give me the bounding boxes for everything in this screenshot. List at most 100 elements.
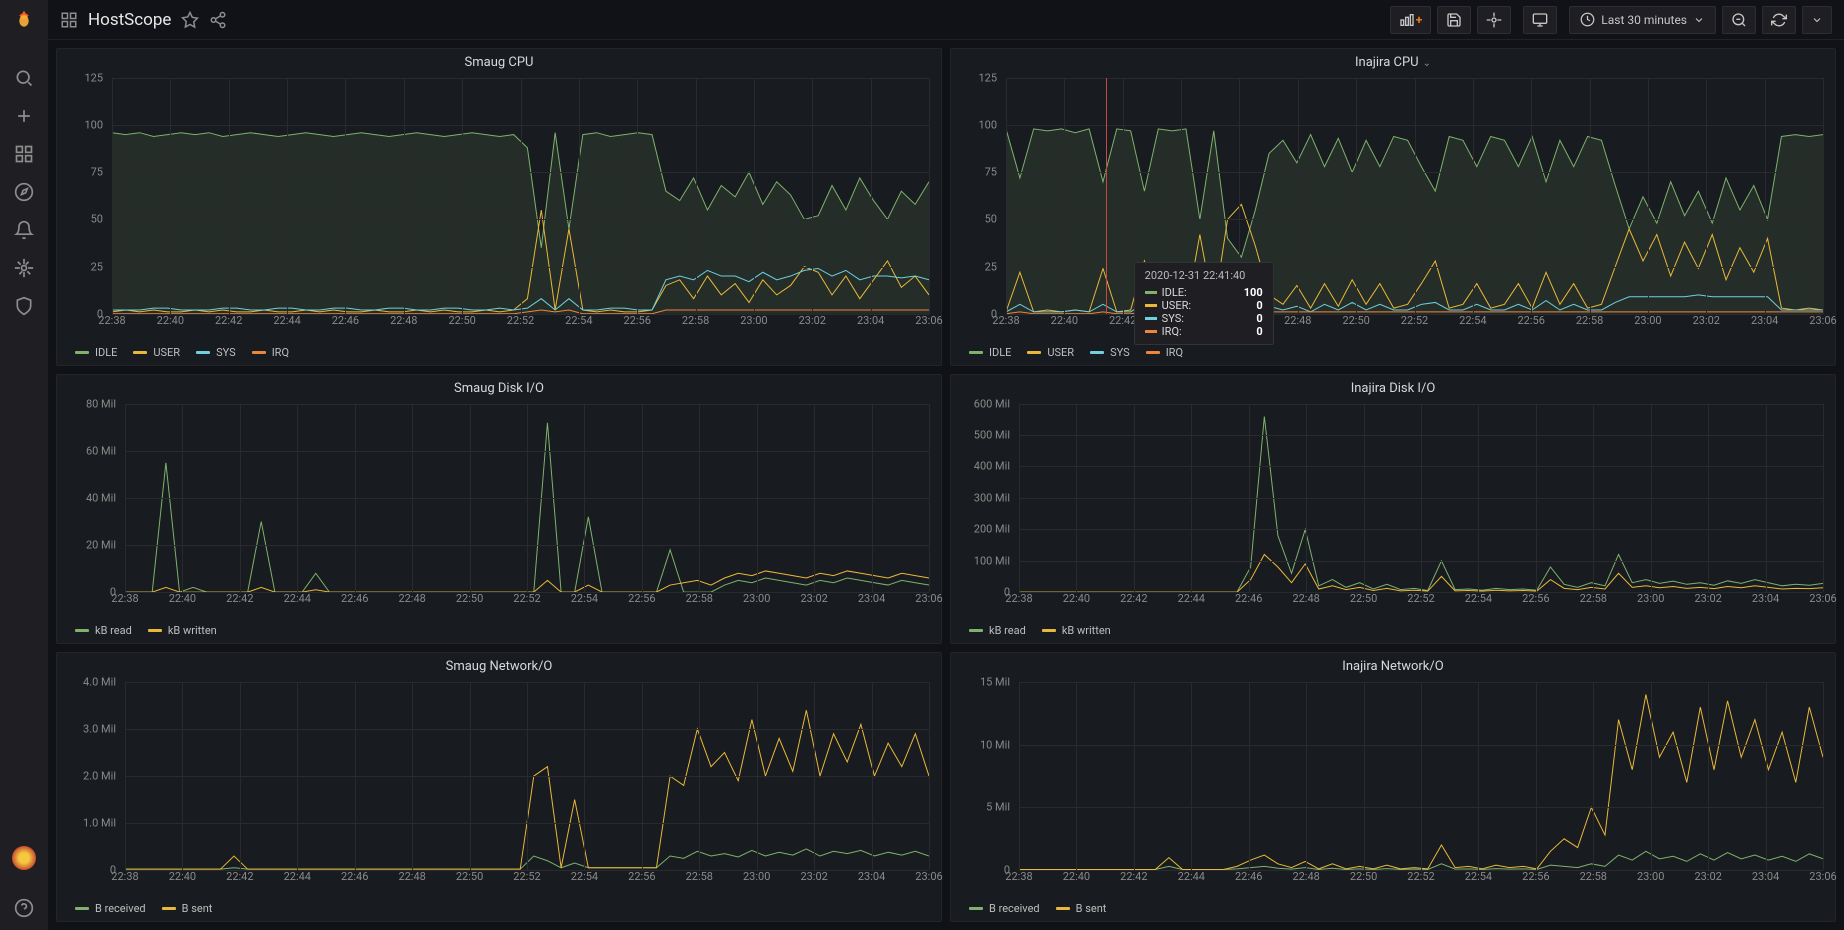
zoom-out-button[interactable] [1722, 6, 1756, 34]
search-icon[interactable] [14, 68, 34, 88]
legend: kB read kB written [57, 620, 941, 643]
legend-swatch [1090, 351, 1104, 354]
alerting-icon[interactable] [14, 220, 34, 240]
dashboards-icon[interactable] [14, 144, 34, 164]
legend-item-user[interactable]: USER [133, 346, 180, 359]
tooltip-row: IDLE:100 [1145, 286, 1263, 299]
y-tick: 25 [985, 260, 997, 273]
chart-area[interactable] [1019, 404, 1823, 592]
y-tick: 5 Mil [986, 801, 1010, 814]
legend-item-b_sent[interactable]: B sent [1056, 902, 1107, 915]
chart-area[interactable] [125, 404, 929, 592]
legend-item-user[interactable]: USER [1027, 346, 1074, 359]
x-tick: 22:58 [682, 314, 709, 327]
x-tick: 22:52 [507, 314, 534, 327]
share-icon[interactable] [209, 11, 227, 29]
x-tick: 22:42 [1109, 314, 1136, 327]
add-panel-button[interactable]: + [1390, 6, 1432, 34]
star-icon[interactable] [181, 11, 199, 29]
refresh-button[interactable] [1762, 6, 1796, 34]
legend-swatch [1056, 907, 1070, 910]
legend-swatch [969, 629, 983, 632]
x-tick: 22:54 [565, 314, 592, 327]
legend-swatch [969, 351, 983, 354]
plus-icon[interactable] [14, 106, 34, 126]
x-tick: 23:00 [740, 314, 767, 327]
save-button[interactable] [1437, 6, 1471, 34]
x-tick: 22:50 [1350, 592, 1377, 605]
y-axis: 0100 Mil200 Mil300 Mil400 Mil500 Mil600 … [951, 404, 1016, 592]
x-tick: 22:52 [513, 870, 540, 883]
dashboard-title[interactable]: HostScope [88, 10, 171, 30]
dashboard-grid-icon[interactable] [60, 11, 78, 29]
legend-label: SYS [1110, 346, 1130, 359]
time-range-picker[interactable]: Last 30 minutes [1569, 6, 1716, 34]
refresh-interval-button[interactable] [1802, 6, 1832, 34]
x-tick: 22:38 [1005, 592, 1032, 605]
x-tick: 23:04 [858, 870, 885, 883]
x-tick: 22:40 [1051, 314, 1078, 327]
panel-title[interactable]: Inajira Network/O [951, 653, 1835, 676]
tv-mode-button[interactable] [1523, 6, 1557, 34]
legend-item-kb_read[interactable]: kB read [969, 624, 1026, 637]
legend-item-sys[interactable]: SYS [196, 346, 236, 359]
legend-item-b_sent[interactable]: B sent [162, 902, 213, 915]
x-tick: 22:48 [398, 592, 425, 605]
panel-smaug_cpu: Smaug CPU025507510012522:3822:4022:4222:… [56, 48, 942, 366]
x-tick: 23:06 [915, 314, 942, 327]
panel-title[interactable]: Smaug CPU [57, 49, 941, 72]
settings-button[interactable] [1477, 6, 1511, 34]
chart-area[interactable] [125, 682, 929, 870]
panel-inajira_cpu: Inajira CPU⌄02550751001252020-12-31 22:4… [950, 48, 1836, 366]
x-tick: 22:40 [169, 592, 196, 605]
panel-title[interactable]: Inajira CPU⌄ [951, 49, 1835, 72]
x-tick: 23:00 [1634, 314, 1661, 327]
x-tick: 22:40 [1063, 870, 1090, 883]
legend-item-idle[interactable]: IDLE [75, 346, 117, 359]
legend: B received B sent [57, 898, 941, 921]
y-tick: 75 [91, 166, 103, 179]
legend-item-b_received[interactable]: B received [969, 902, 1040, 915]
chart-area[interactable] [1019, 682, 1823, 870]
legend-swatch [148, 629, 162, 632]
x-tick: 22:38 [1005, 870, 1032, 883]
chart-area[interactable]: 2020-12-31 22:41:40IDLE:100USER:0SYS:0IR… [1006, 78, 1823, 314]
x-tick: 22:50 [456, 592, 483, 605]
y-tick: 4.0 Mil [83, 675, 116, 688]
x-tick: 22:58 [1576, 314, 1603, 327]
config-icon[interactable] [14, 258, 34, 278]
x-tick: 22:52 [1401, 314, 1428, 327]
legend-item-kb_written[interactable]: kB written [1042, 624, 1111, 637]
grafana-logo[interactable] [10, 8, 38, 36]
explore-icon[interactable] [14, 182, 34, 202]
panel-title[interactable]: Inajira Disk I/O [951, 375, 1835, 398]
legend-item-irq[interactable]: IRQ [252, 346, 289, 359]
chart-area[interactable] [112, 78, 929, 314]
legend-item-irq[interactable]: IRQ [1146, 346, 1183, 359]
legend-item-kb_read[interactable]: kB read [75, 624, 132, 637]
legend-label: B sent [1076, 902, 1107, 915]
help-icon[interactable] [14, 898, 34, 918]
legend-item-b_received[interactable]: B received [75, 902, 146, 915]
user-avatar[interactable] [12, 846, 36, 870]
legend-item-kb_written[interactable]: kB written [148, 624, 217, 637]
x-axis: 22:3822:4022:4222:4422:4622:4822:5022:52… [125, 592, 929, 606]
legend-swatch [969, 907, 983, 910]
legend-item-idle[interactable]: IDLE [969, 346, 1011, 359]
legend-label: USER [153, 346, 180, 359]
sidebar [0, 0, 48, 930]
x-tick: 23:02 [800, 870, 827, 883]
panel-title[interactable]: Smaug Disk I/O [57, 375, 941, 398]
panel-smaug_disk: Smaug Disk I/O020 Mil40 Mil60 Mil80 Mil2… [56, 374, 942, 644]
y-tick: 10 Mil [980, 738, 1010, 751]
x-tick: 22:58 [1580, 870, 1607, 883]
legend-item-sys[interactable]: SYS [1090, 346, 1130, 359]
x-tick: 22:54 [1465, 870, 1492, 883]
legend-label: B received [989, 902, 1040, 915]
legend-swatch [1146, 351, 1160, 354]
panel-smaug_net: Smaug Network/O01.0 Mil2.0 Mil3.0 Mil4.0… [56, 652, 942, 922]
legend-swatch [75, 629, 89, 632]
panel-title[interactable]: Smaug Network/O [57, 653, 941, 676]
shield-icon[interactable] [14, 296, 34, 316]
x-tick: 22:54 [1459, 314, 1486, 327]
